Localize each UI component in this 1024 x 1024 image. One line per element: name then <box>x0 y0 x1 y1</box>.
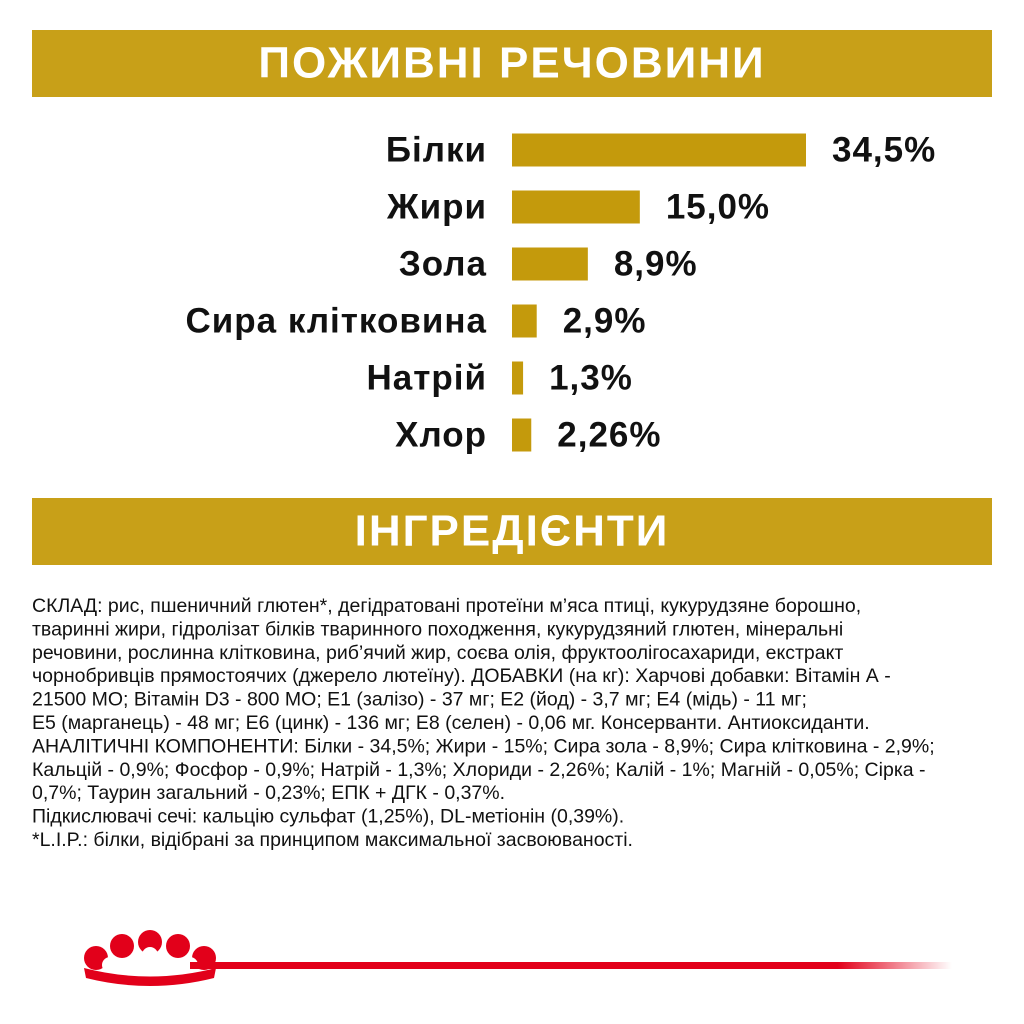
category-label: Зола <box>399 244 487 283</box>
logo <box>84 930 216 986</box>
category-label: Натрій <box>366 358 487 397</box>
bar <box>512 190 640 224</box>
value-label: 2,9% <box>563 301 647 340</box>
bar <box>512 247 588 281</box>
ingredients-title: ІНГРЕДІЄНТИ <box>355 507 670 556</box>
ingredients-line: речовини, рослинна клітковина, риб’ячий … <box>32 642 843 664</box>
ingredients-line: СКЛАД: рис, пшеничний глютен*, дегідрато… <box>32 595 861 617</box>
ingredients-banner <box>32 498 992 565</box>
ingredients-line: 0,7%; Таурин загальний - 0,23%; ЕПК + ДГ… <box>32 782 505 804</box>
bar <box>512 418 532 452</box>
ingredients-line: 21500 МО; Вітамін D3 - 800 МО; E1 (заліз… <box>32 689 807 711</box>
category-label: Жири <box>386 187 487 226</box>
value-label: 1,3% <box>549 358 633 397</box>
ingredients-line: *L.I.P.: білки, відібрані за принципом м… <box>32 829 633 851</box>
bar <box>512 361 524 395</box>
brand-line <box>190 962 952 969</box>
bar <box>512 304 537 338</box>
value-label: 34,5% <box>832 130 936 169</box>
ingredients-line: чорнобривців прямостоячих (джерело лютеї… <box>32 665 891 687</box>
category-label: Хлор <box>395 415 487 454</box>
category-label: Сира клітковина <box>186 301 487 340</box>
bar <box>512 133 806 167</box>
chart-title: ПОЖИВНІ РЕЧОВИНИ <box>258 39 765 88</box>
value-label: 8,9% <box>614 244 698 283</box>
ingredients-line: Підкислювачі сечі: кальцію сульфат (1,25… <box>32 806 624 828</box>
value-label: 2,26% <box>557 415 661 454</box>
ingredients-line: тваринні жири, гідролізат білків тваринн… <box>32 618 843 640</box>
category-label: Білки <box>386 130 487 169</box>
nutrients-banner <box>32 30 992 97</box>
ingredients-line: E5 (марганець) - 48 мг; E6 (цинк) - 136 … <box>32 712 870 734</box>
ingredients-line: Кальцій - 0,9%; Фосфор - 0,9%; Натрій - … <box>32 759 926 781</box>
value-label: 15,0% <box>666 187 770 226</box>
ingredients-line: АНАЛІТИЧНІ КОМПОНЕНТИ: Білки - 34,5%; Жи… <box>32 735 935 757</box>
